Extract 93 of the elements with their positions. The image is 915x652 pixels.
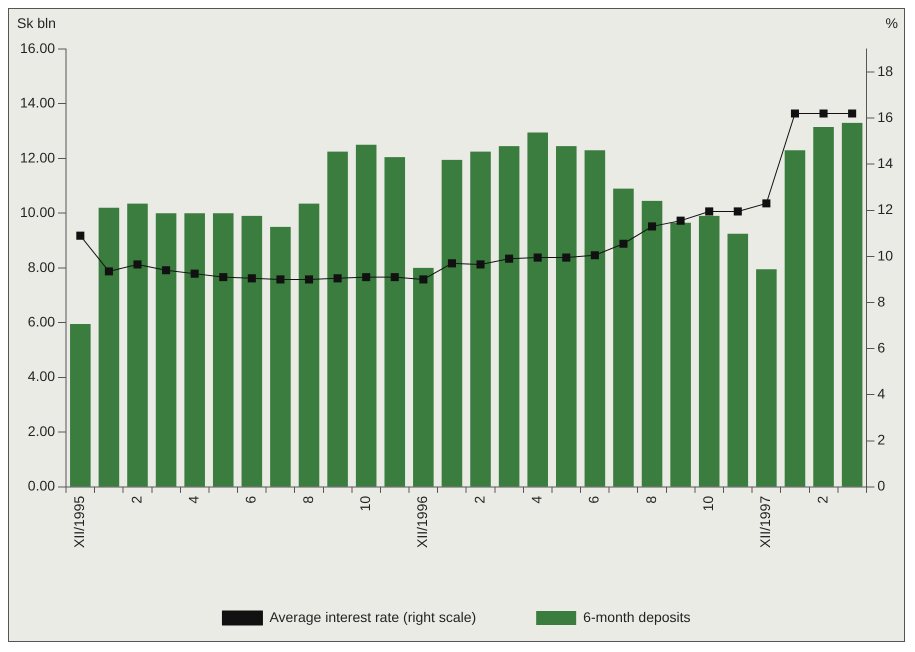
legend-label: 6-month deposits (583, 608, 691, 625)
point (734, 207, 742, 216)
bar (184, 213, 205, 486)
point (362, 273, 370, 282)
bar (556, 146, 577, 486)
y-tick-label: 12.00 (20, 149, 56, 166)
point (133, 260, 142, 269)
bar (212, 213, 234, 486)
point (448, 259, 456, 268)
bar (98, 208, 120, 486)
point (848, 109, 856, 118)
point (334, 274, 342, 282)
x-tick-label: 2 (471, 496, 488, 504)
y-tick-label: 16.00 (20, 40, 56, 56)
x-tick-label: XII/1997 (757, 496, 774, 548)
bar (670, 222, 691, 486)
y2-tick-label: 16 (877, 108, 894, 125)
point (562, 254, 570, 262)
x-tick-label: 6 (586, 496, 602, 504)
y-tick-label: 6.00 (28, 314, 56, 330)
y2-tick-label: 6 (877, 339, 886, 356)
point (676, 216, 685, 225)
point (762, 199, 770, 208)
point (476, 260, 485, 269)
bar (356, 144, 376, 486)
y2-axis-title: % (886, 14, 898, 31)
bar (642, 200, 662, 486)
y2-tick-label: 12 (877, 201, 894, 218)
x-tick-label: 4 (186, 496, 202, 504)
point (104, 267, 113, 276)
x-tick-label: 6 (242, 496, 259, 504)
bar (813, 126, 834, 486)
y2-tick-label: 8 (877, 293, 886, 310)
y2-tick-label: 10 (877, 247, 894, 264)
x-tick-label: XII/1996 (414, 496, 430, 548)
point (419, 275, 428, 284)
point (648, 222, 656, 230)
bar (327, 152, 348, 486)
bar (698, 216, 720, 486)
y-axis-title: Sk bln (17, 14, 56, 31)
bar (498, 146, 520, 486)
y-tick-label: 2.00 (28, 422, 56, 439)
bar (613, 188, 634, 486)
x-tick-label: 8 (642, 496, 659, 504)
point (76, 232, 84, 240)
y2-tick-label: 4 (877, 386, 886, 402)
x-tick-label: 2 (128, 496, 144, 504)
x-tick-label: 2 (814, 496, 830, 504)
point (534, 254, 542, 262)
y2-tick-label: 0 (877, 478, 886, 494)
point (304, 275, 314, 284)
point (505, 254, 514, 263)
y-tick-label: 4.00 (28, 368, 56, 384)
x-tick-label: 4 (528, 496, 545, 504)
point (790, 109, 799, 118)
point (590, 251, 599, 260)
y-tick-label: 8.00 (28, 258, 56, 275)
bar (270, 226, 291, 486)
bar (156, 213, 176, 486)
bar (127, 204, 148, 486)
legend-label: Average interest rate (right scale) (269, 608, 476, 625)
y2-tick-label: 2 (877, 432, 886, 448)
bar (728, 234, 748, 486)
y-tick-label: 14.00 (20, 94, 56, 111)
y2-tick-label: 14 (877, 155, 894, 172)
point (390, 273, 399, 282)
bar (527, 132, 548, 486)
point (162, 266, 170, 274)
point (248, 274, 256, 282)
y2-tick-label: 18 (877, 62, 894, 79)
bar (384, 157, 406, 486)
x-tick-label: XII/1995 (71, 496, 88, 548)
bar (442, 160, 462, 486)
bar (784, 150, 806, 486)
bar (413, 268, 434, 486)
point (190, 270, 199, 278)
x-tick-label: 8 (300, 496, 316, 504)
point (276, 275, 284, 284)
point (219, 273, 228, 282)
point (619, 240, 628, 248)
bar (842, 122, 862, 486)
bar (70, 324, 91, 486)
point (820, 109, 828, 118)
bar (470, 152, 491, 486)
x-tick-label: 10 (700, 496, 716, 512)
bar (756, 269, 777, 486)
y-tick-label: 0.00 (28, 478, 56, 494)
y-tick-label: 10.00 (20, 204, 56, 220)
bar (242, 216, 262, 486)
bar (584, 150, 606, 486)
point (705, 207, 714, 216)
bar (298, 204, 320, 486)
x-tick-label: 10 (357, 496, 374, 512)
